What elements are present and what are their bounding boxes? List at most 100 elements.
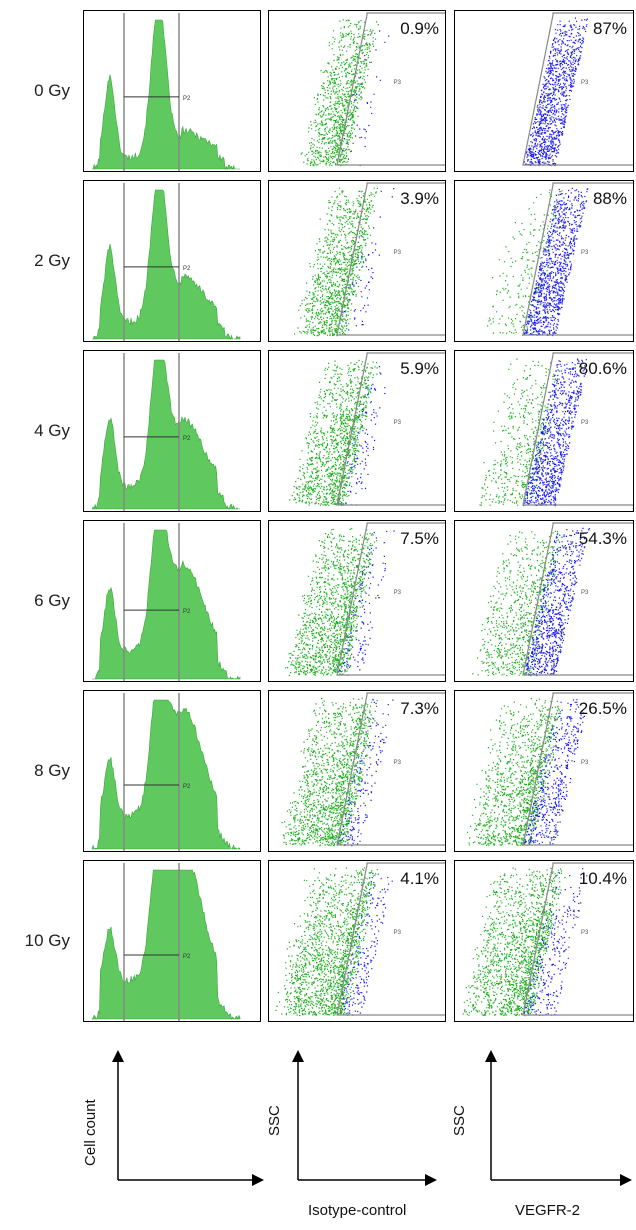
gate-label-p3: P3: [394, 590, 402, 596]
negative-events: [294, 187, 378, 337]
histogram-panel: P2: [83, 10, 261, 172]
histogram-axes-arrows: [112, 1050, 264, 1186]
gate-label-p3: P3: [581, 80, 589, 86]
gate-label-p3: P3: [581, 760, 589, 766]
positive-gate: [522, 862, 633, 1016]
isotype-percent: 0.9%: [400, 19, 439, 38]
gate-label-p3: P3: [581, 420, 589, 426]
histogram-panel: P2: [83, 350, 261, 512]
histogram-area: [91, 869, 241, 1020]
gate-label-p3: P3: [394, 250, 402, 256]
scatter-plot: P3: [479, 352, 633, 507]
scatter-plot: P3: [285, 522, 445, 677]
histogram-plot: P2: [91, 863, 241, 1021]
negative-events: [289, 359, 378, 506]
histogram-plot: P2: [92, 523, 241, 681]
positive-gate: [522, 352, 633, 506]
histogram-plot: P2: [92, 13, 240, 171]
vegfr2-scatter-panel: P3 88%: [454, 180, 634, 342]
scatter-plot: P3: [522, 12, 633, 167]
vegfr2-percent: 26.5%: [578, 699, 627, 718]
scatter-plot: P3: [275, 862, 445, 1017]
vegfr2-percent: 88%: [592, 189, 627, 208]
histogram-area: [92, 529, 241, 680]
positive-events: [523, 358, 587, 507]
scatter-plot: P3: [487, 182, 633, 337]
positive-gate: [336, 522, 445, 676]
gate-label-p3: P3: [394, 80, 402, 86]
negative-events: [275, 867, 378, 1017]
scatter-plot: P3: [462, 862, 633, 1017]
dose-label: 0 Gy: [34, 81, 70, 100]
positive-events: [525, 527, 590, 677]
dose-label: 6 Gy: [34, 591, 70, 610]
positive-events: [341, 872, 393, 1016]
scatter-plot: P3: [300, 12, 445, 167]
vegfr2-scatter-panel: P3 26.5%: [454, 690, 634, 852]
isotype-scatter-panel: P3 0.9%: [268, 10, 446, 172]
dose-label: 4 Gy: [34, 421, 70, 440]
histogram-plot: P2: [92, 183, 241, 341]
scatter-plot: P3: [281, 692, 445, 847]
isotype-scatter-panel: P3 5.9%: [268, 350, 446, 512]
isotype-axis-legend: SSC Isotype-control: [258, 1050, 448, 1225]
histogram-area: [92, 189, 241, 340]
negative-events: [285, 527, 378, 677]
gate-label-p3: P3: [581, 250, 589, 256]
histogram-axis-legend: Cell count: [80, 1050, 270, 1225]
isotype-scatter-panel: P3 4.1%: [268, 860, 446, 1022]
vegfr2-percent: 10.4%: [578, 869, 627, 888]
histogram-plot: P2: [91, 693, 241, 851]
gate-label-p3: P3: [581, 590, 589, 596]
negative-events: [300, 19, 379, 167]
positive-gate: [522, 182, 633, 336]
isotype-scatter-panel: P3 7.3%: [268, 690, 446, 852]
gate-label-p2: P2: [183, 784, 191, 790]
isotype-percent: 7.3%: [400, 699, 439, 718]
positive-gate: [336, 692, 445, 846]
isotype-percent: 7.5%: [400, 529, 439, 548]
scatter-plot: P3: [289, 352, 445, 506]
dose-label: 2 Gy: [34, 251, 70, 270]
isotype-scatter-panel: P3 3.9%: [268, 180, 446, 342]
vegfr2-scatter-panel: P3 10.4%: [454, 860, 634, 1022]
gate-label-p2: P2: [183, 266, 191, 272]
isotype-percent: 4.1%: [400, 869, 439, 888]
histogram-panel: P2: [83, 690, 261, 852]
gate-label-p3: P3: [581, 930, 589, 936]
histogram-plot: P2: [91, 353, 240, 511]
positive-events: [342, 30, 390, 167]
vegfr2-axes-arrows: [485, 1050, 632, 1186]
histogram-area: [92, 19, 240, 171]
isotype-scatter-panel: P3 7.5%: [268, 520, 446, 682]
vegfr2-scatter-panel: P3 87%: [454, 10, 634, 172]
negative-events: [472, 530, 563, 677]
scatter-plot: P3: [466, 692, 633, 846]
ssc-label-isotype: SSC: [266, 1105, 283, 1136]
positive-gate: [336, 862, 445, 1016]
vegfr2-scatter-panel: P3 54.3%: [454, 520, 634, 682]
gate-label-p3: P3: [394, 760, 402, 766]
positive-gate: [336, 182, 445, 336]
isotype-percent: 3.9%: [400, 189, 439, 208]
vegfr2-percent: 54.3%: [578, 529, 627, 548]
histogram-panel: P2: [83, 180, 261, 342]
histogram-area: [91, 359, 240, 510]
positive-gate: [522, 12, 633, 166]
vegfr2-scatter-panel: P3 80.6%: [454, 350, 634, 512]
gate-label-p3: P3: [394, 930, 402, 936]
gate-label-p2: P2: [183, 96, 191, 102]
positive-events: [523, 17, 589, 167]
vegfr2-label: VEGFR-2: [515, 1202, 581, 1219]
negative-events: [487, 189, 563, 336]
positive-gate: [522, 522, 633, 676]
positive-gate: [522, 692, 633, 846]
ssc-label-vegfr2: SSC: [451, 1105, 468, 1136]
vegfr2-axis-legend: SSC VEGFR-2: [443, 1050, 636, 1225]
cell-count-label: Cell count: [82, 1099, 99, 1166]
histogram-panel: P2: [83, 860, 261, 1022]
scatter-plot: P3: [294, 182, 445, 337]
gate-label-p2: P2: [183, 954, 191, 960]
positive-gate: [336, 12, 445, 166]
gate-label-p3: P3: [394, 420, 402, 426]
